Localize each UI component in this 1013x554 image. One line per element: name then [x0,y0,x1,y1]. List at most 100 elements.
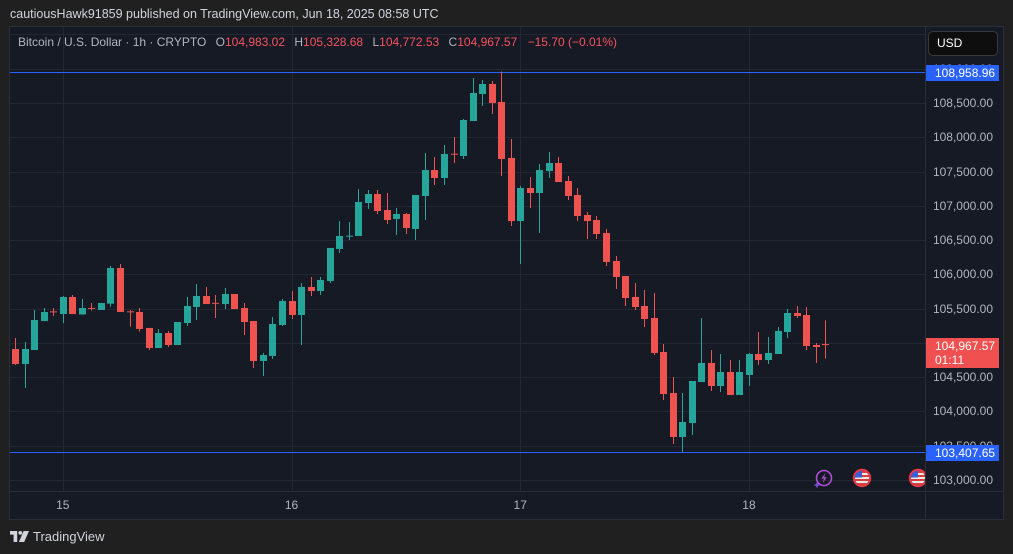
low-value: 104,772.53 [379,35,440,49]
candle-down [165,330,172,348]
candle-up [269,316,276,359]
candle-down [555,157,562,183]
low-label: L [372,35,380,49]
candle-up [441,145,448,185]
currency-button[interactable]: USD [928,31,998,56]
candle-down [146,327,153,351]
candle-up [98,303,105,310]
lightning-icon[interactable] [813,469,833,489]
candle-down [203,286,210,305]
time-tick-label: 17 [513,498,527,512]
candle-down [136,308,143,332]
publish-info: cautiousHawk91859 published on TradingVi… [10,7,439,21]
candle-up [536,164,543,234]
candle-down [622,275,629,307]
candle-up [22,341,29,388]
time-tick-label: 16 [284,498,299,512]
candle-up [775,326,782,354]
candle-down [584,211,591,239]
candle-up [679,392,686,453]
candle-up [346,221,353,241]
candle-down [708,350,715,392]
candle-down [803,306,810,351]
candle-down [565,175,572,200]
open-value: 104,983.02 [224,35,286,49]
candle-up [107,265,114,307]
candle-down [574,187,581,222]
candle-up [60,296,67,324]
price-tick-label: 107,500.00 [932,164,993,179]
close-value: 104,967.57 [457,35,518,49]
high-label: H [294,35,304,49]
current-price-value: 104,967.57 [935,339,996,354]
candle-down [498,71,505,176]
candle-up [517,186,524,265]
candle-up [155,328,162,349]
time-tick-label: 15 [56,498,70,512]
candle-down [593,216,600,239]
price-line-label[interactable]: 108,958.96 [926,64,999,81]
candle-up [298,282,305,346]
symbol-title[interactable]: Bitcoin / U.S. Dollar · 1h · CRYPTO [18,35,207,49]
tradingview-logo-icon [10,531,29,542]
candle-up [355,189,362,236]
close-label: C [448,35,458,49]
candle-down [384,192,391,224]
candle-up [260,352,267,376]
candle-up [279,299,286,327]
candle-up [336,221,343,253]
candle-down [289,291,296,319]
candle-up [327,247,334,283]
candle-up [193,284,200,320]
plot-area[interactable] [10,27,925,491]
candle-up [689,380,696,436]
chart-panel [9,26,1004,520]
candle-up [365,189,372,210]
candle-down [822,320,829,359]
candle-down [813,343,820,363]
candle-up [746,352,753,387]
price-tick-label: 106,000.00 [932,267,993,282]
candle-up [184,296,191,327]
price-line-label[interactable]: 103,407.65 [926,444,999,461]
candle-down [451,136,458,163]
candle-down [508,138,515,227]
candle-down [727,360,734,395]
candle-up [412,194,419,241]
us-flag-icon[interactable] [908,468,925,488]
candle-down [613,255,620,290]
candle-down [670,376,677,444]
candle-down [69,294,76,315]
us-flag-icon[interactable] [852,468,872,488]
candle-up [31,309,38,351]
candle-up [460,118,467,159]
event-markers [10,27,925,491]
candle-down [489,80,496,114]
price-tick-label: 106,500.00 [932,233,993,248]
candle-down [12,338,19,365]
price-tick-label: 105,500.00 [932,301,993,316]
candle-down [431,157,438,185]
candle-up [479,79,486,107]
current-price-label: 104,967.57 01:11 [926,338,999,369]
price-axis-divider [925,27,926,519]
candle-up [470,77,477,122]
price-tick-label: 104,000.00 [932,404,993,419]
candle-up [222,287,229,310]
candle-down [527,177,534,209]
candle-up [784,309,791,339]
candle-up [546,152,553,178]
time-tick-label: 18 [742,498,756,512]
price-tick-label: 108,500.00 [932,96,993,110]
candle-up [174,321,181,346]
footer-brand[interactable]: TradingView [33,529,105,544]
candle-down [632,282,639,310]
candle-up [79,299,86,315]
open-label: O [215,35,225,49]
high-value: 105,328.68 [303,35,364,49]
candle-down [241,303,248,336]
candle-down [603,228,610,266]
candle-up [736,360,743,395]
candle-up [41,308,48,322]
change-value: −15.70 (−0.01%) [527,35,618,49]
